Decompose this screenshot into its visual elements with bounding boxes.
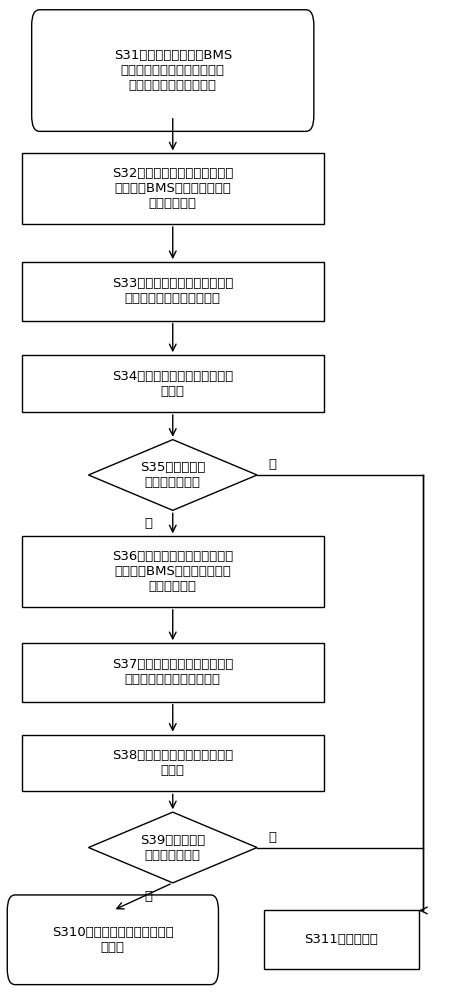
Text: 否: 否 [267,831,276,844]
Bar [22,735,323,791]
Bar [22,153,323,224]
Text: S37，判断整车负极对电平台是
否满足绝缘要求并输出结果: S37，判断整车负极对电平台是 否满足绝缘要求并输出结果 [112,658,233,686]
Bar [22,262,323,321]
Bar [22,536,323,607]
Text: S38，诊断仪发送断开主负继电
器命令: S38，诊断仪发送断开主负继电 器命令 [112,749,233,777]
Text: S33，判断整车正极对电平台是
否满足绝缘要求并输出结果: S33，判断整车正极对电平台是 否满足绝缘要求并输出结果 [112,277,233,305]
Text: S35，判断主正
继电器是否断开: S35，判断主正 继电器是否断开 [140,461,205,489]
Bar [22,355,323,412]
Text: S39，判断主负
继电器是否断开: S39，判断主负 继电器是否断开 [140,834,205,862]
Text: 是: 是 [144,517,152,530]
FancyBboxPatch shape [32,10,313,131]
Bar [22,643,323,702]
Polygon shape [88,440,257,510]
Text: S34，诊断仪发送断开主正继电
器命令: S34，诊断仪发送断开主正继电 器命令 [112,370,233,398]
Text: S32，诊断仪发送闭合主正继电
器命令，BMS读取整车正极对
电平台电阻值: S32，诊断仪发送闭合主正继电 器命令，BMS读取整车正极对 电平台电阻值 [112,167,233,210]
FancyBboxPatch shape [7,895,218,985]
Text: 是: 是 [144,890,152,903]
Text: S31，整车装配完成，BMS
检测电池包无绝缘故障，无主
正、主负继电器粘连故障: S31，整车装配完成，BMS 检测电池包无绝缘故障，无主 正、主负继电器粘连故障 [113,49,231,92]
Bar [263,910,418,969]
Text: S311，故障处理: S311，故障处理 [304,933,377,946]
Text: S310，输出检测结果，完成绝
缘检测: S310，输出检测结果，完成绝 缘检测 [52,926,173,954]
Polygon shape [88,812,257,883]
Text: 否: 否 [267,458,276,471]
Text: S36，诊断仪发送闭合主负继电
器命令，BMS读取整车负极对
电平台电阻值: S36，诊断仪发送闭合主负继电 器命令，BMS读取整车负极对 电平台电阻值 [112,550,233,593]
